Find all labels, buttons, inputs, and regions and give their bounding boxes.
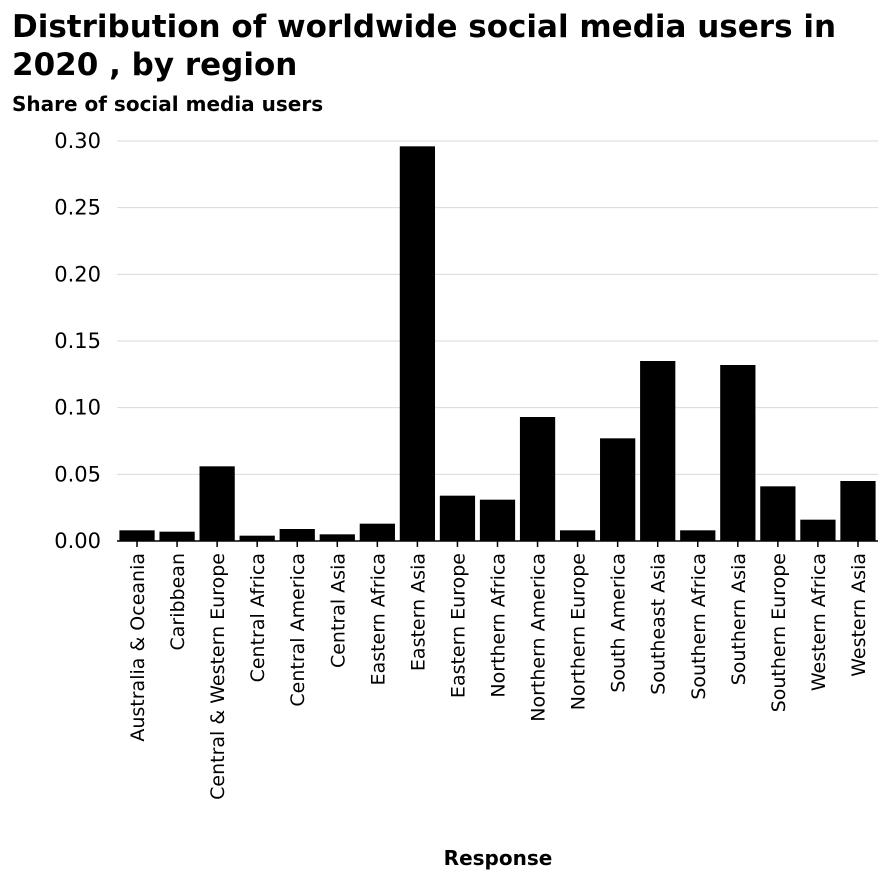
bar [680, 530, 716, 541]
x-tick-label: Caribbean [167, 553, 189, 651]
bar [720, 365, 756, 541]
x-tick-label: Central Asia [327, 553, 349, 668]
x-tick-label: Northern Europe [568, 553, 590, 710]
x-axis-ticks: Australia & Oceania Caribbean Central & We… [127, 541, 870, 800]
bar [559, 530, 596, 541]
bar [479, 499, 516, 541]
y-axis-label: Share of social media users [12, 92, 324, 116]
y-tick-label: 0.05 [54, 462, 101, 486]
bar [600, 438, 636, 541]
bar [640, 361, 676, 541]
bar [359, 523, 395, 541]
y-axis-ticks: 0.00 0.05 0.10 0.15 0.20 0.25 0.30 [54, 129, 101, 553]
bar [279, 529, 315, 541]
x-tick-label: Eastern Europe [447, 553, 469, 698]
y-tick-label: 0.30 [54, 129, 101, 153]
grid-lines [117, 140, 878, 475]
bar [239, 535, 275, 541]
x-tick-label: Western Africa [808, 553, 830, 691]
bar [519, 417, 556, 541]
bar [840, 481, 876, 541]
bar [760, 486, 796, 541]
x-tick-label: Northern Africa [488, 553, 510, 698]
x-tick-label: Central Africa [247, 553, 269, 682]
x-tick-label: Eastern Africa [367, 553, 389, 685]
x-tick-label: Western Asia [848, 553, 870, 677]
x-tick-label: South America [608, 553, 630, 693]
x-tick-label: Southern Africa [688, 553, 710, 700]
bar [319, 534, 355, 541]
y-tick-label: 0.20 [54, 262, 101, 286]
x-tick-label: Central America [287, 553, 309, 707]
bars [119, 146, 876, 542]
chart-title: Distribution of worldwide social media u… [12, 9, 837, 83]
bar [399, 146, 436, 542]
bar [199, 466, 235, 541]
y-tick-label: 0.25 [54, 196, 101, 220]
x-tick-label: Central & Western Europe [207, 553, 229, 800]
y-tick-label: 0.00 [54, 529, 101, 553]
bar [119, 530, 155, 541]
x-axis-label: Response [443, 846, 553, 870]
y-tick-label: 0.15 [54, 329, 101, 353]
x-tick-label: Southeast Asia [648, 553, 670, 695]
x-tick-label: Northern America [528, 553, 550, 722]
y-tick-label: 0.10 [54, 396, 101, 420]
x-tick-label: Australia & Oceania [127, 553, 149, 742]
bar [439, 495, 476, 541]
x-tick-label: Southern Europe [768, 553, 790, 712]
x-tick-label: Eastern Asia [407, 553, 429, 671]
x-tick-label: Southern Asia [728, 553, 750, 685]
bar [800, 519, 836, 541]
bar [159, 531, 195, 541]
